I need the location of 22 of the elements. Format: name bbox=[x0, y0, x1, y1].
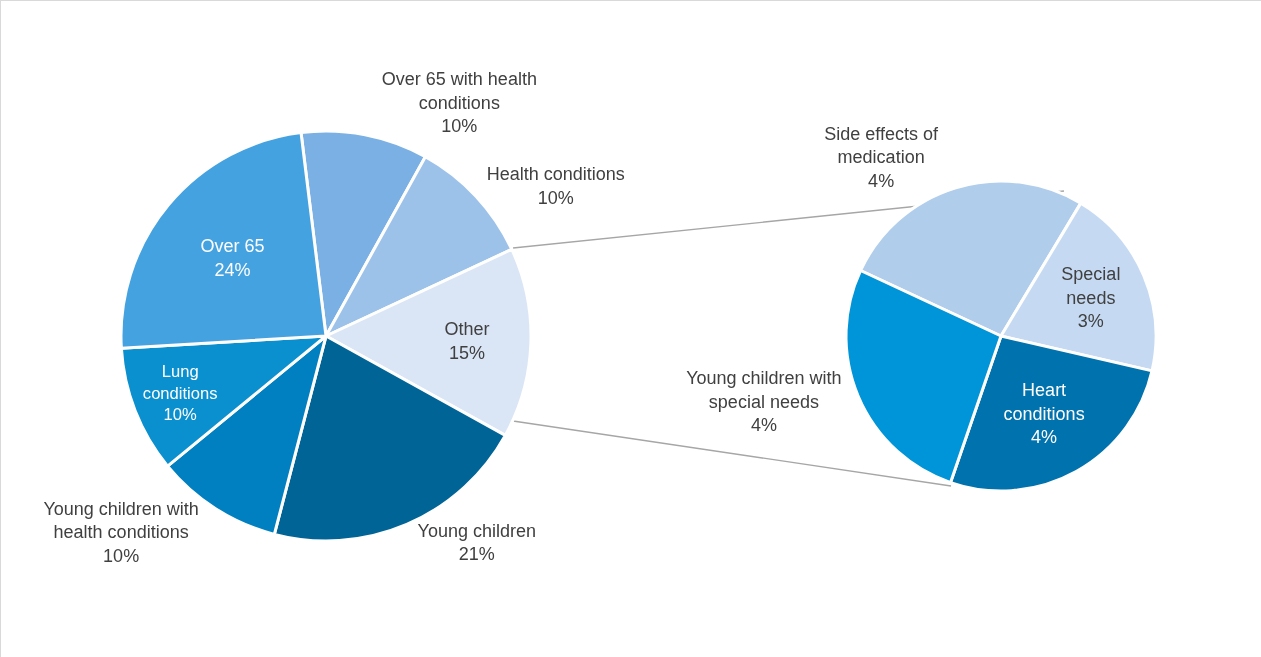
slice-label: Over 65 with health conditions bbox=[381, 69, 537, 113]
data-label: 3% bbox=[1077, 311, 1104, 332]
data-label: 10% bbox=[163, 405, 198, 425]
slice-label: Heart conditions bbox=[1003, 380, 1085, 424]
slice-label: Special needs bbox=[1061, 264, 1121, 308]
data-label: 10% bbox=[537, 187, 574, 208]
data-label: 21% bbox=[458, 544, 495, 565]
data-label: 4% bbox=[750, 415, 777, 436]
data-label: 4% bbox=[868, 170, 895, 191]
slice-label: Lung conditions bbox=[142, 362, 218, 403]
slice-label: Young children bbox=[417, 521, 537, 542]
slice-label: Young children with special needs bbox=[686, 368, 842, 412]
data-label: 10% bbox=[103, 545, 140, 566]
slice-label: Young children with health conditions bbox=[43, 499, 199, 543]
slice-label: Other bbox=[444, 319, 490, 340]
data-label: 4% bbox=[1031, 427, 1058, 448]
data-label: 10% bbox=[441, 115, 478, 136]
slice-label: Health conditions bbox=[486, 164, 625, 185]
data-label: 24% bbox=[214, 259, 251, 280]
slice-label: Over 65 bbox=[200, 236, 265, 257]
slice-label: Side effects of medication bbox=[824, 123, 939, 168]
data-label: 15% bbox=[448, 342, 485, 363]
